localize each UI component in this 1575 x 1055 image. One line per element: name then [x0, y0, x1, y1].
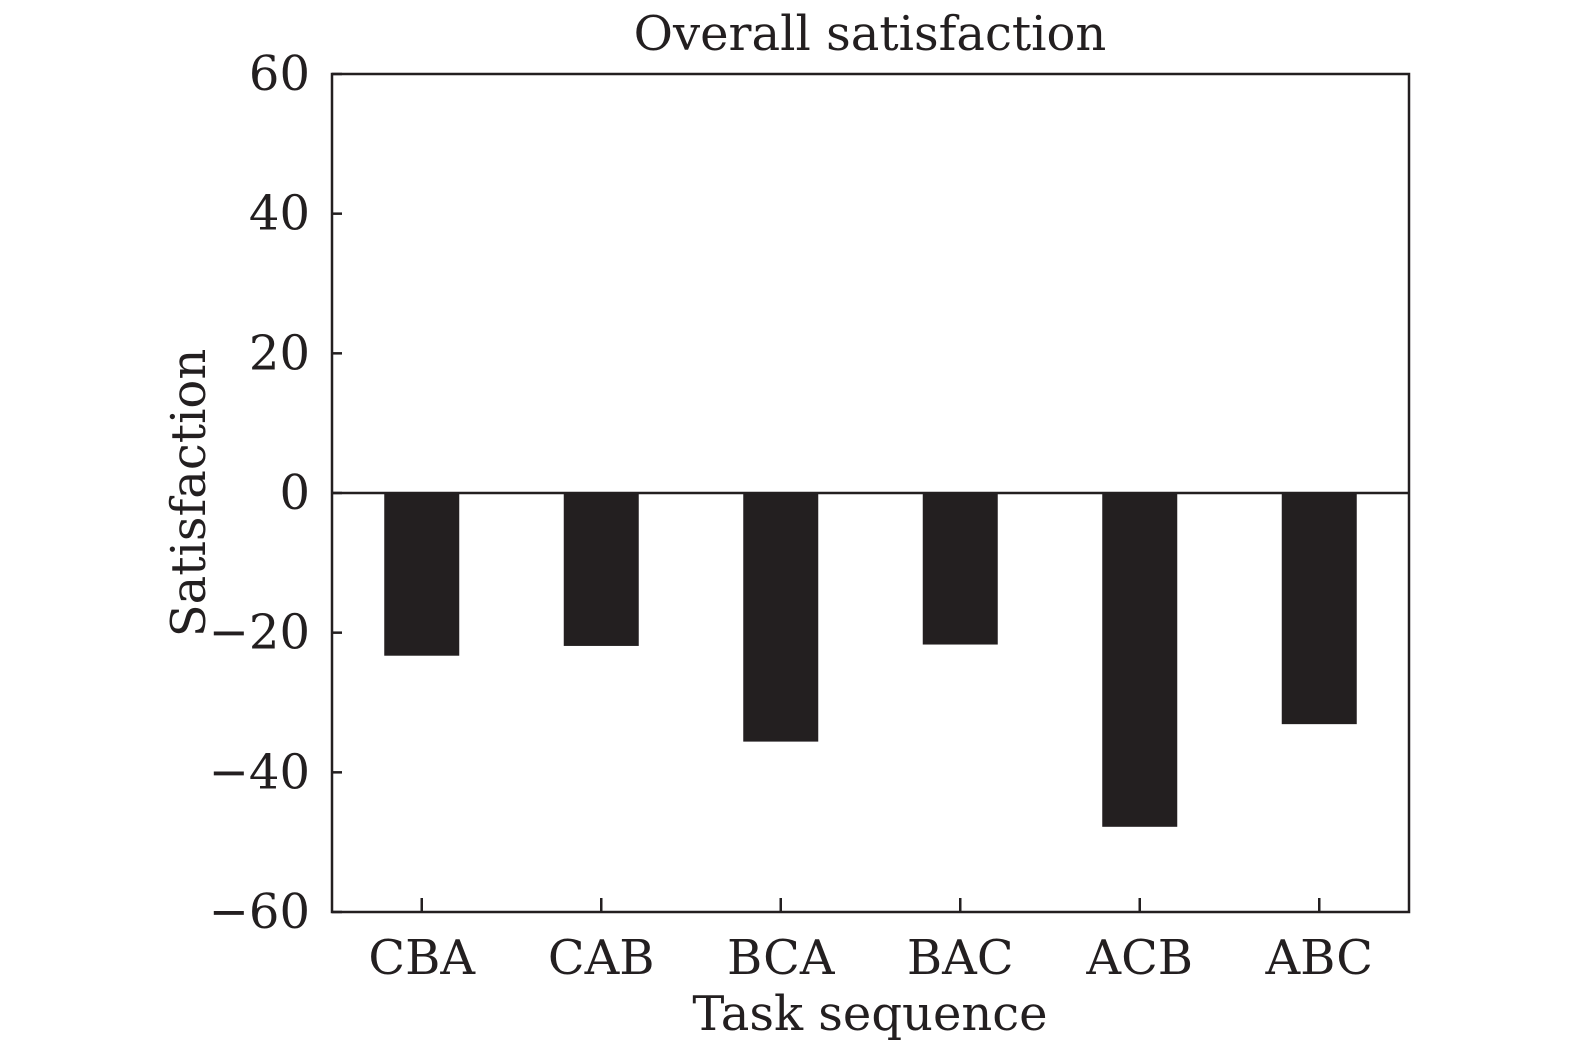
x-tick-label: ABC	[1264, 930, 1373, 986]
bar	[743, 493, 819, 742]
x-tick-label: ACB	[1085, 930, 1193, 986]
x-tick-label: CBA	[368, 930, 476, 986]
x-axis: CBA CAB BCA BAC ACB ABC	[368, 898, 1373, 986]
x-tick-label: BCA	[727, 930, 836, 986]
y-tick-label: 40	[249, 186, 310, 242]
x-axis-label: Task sequence	[692, 986, 1047, 1042]
y-axis-label: Satisfaction	[161, 349, 217, 638]
y-tick-label: 60	[249, 46, 310, 102]
y-tick-label: −60	[209, 884, 310, 940]
y-tick-label: 20	[249, 325, 310, 381]
bars-group	[384, 493, 1357, 827]
chart-title: Overall satisfaction	[634, 6, 1107, 62]
bar	[1102, 493, 1178, 827]
bar	[922, 493, 998, 645]
y-axis: 60 40 20 0 −20 −40 −60	[209, 46, 342, 940]
x-tick-label: CAB	[548, 930, 655, 986]
y-tick-label: −40	[209, 744, 310, 800]
y-tick-label: −20	[209, 605, 310, 661]
x-tick-label: BAC	[907, 930, 1014, 986]
bar	[384, 493, 460, 656]
bar	[563, 493, 639, 646]
bar	[1281, 493, 1357, 725]
y-tick-label: 0	[279, 465, 310, 521]
